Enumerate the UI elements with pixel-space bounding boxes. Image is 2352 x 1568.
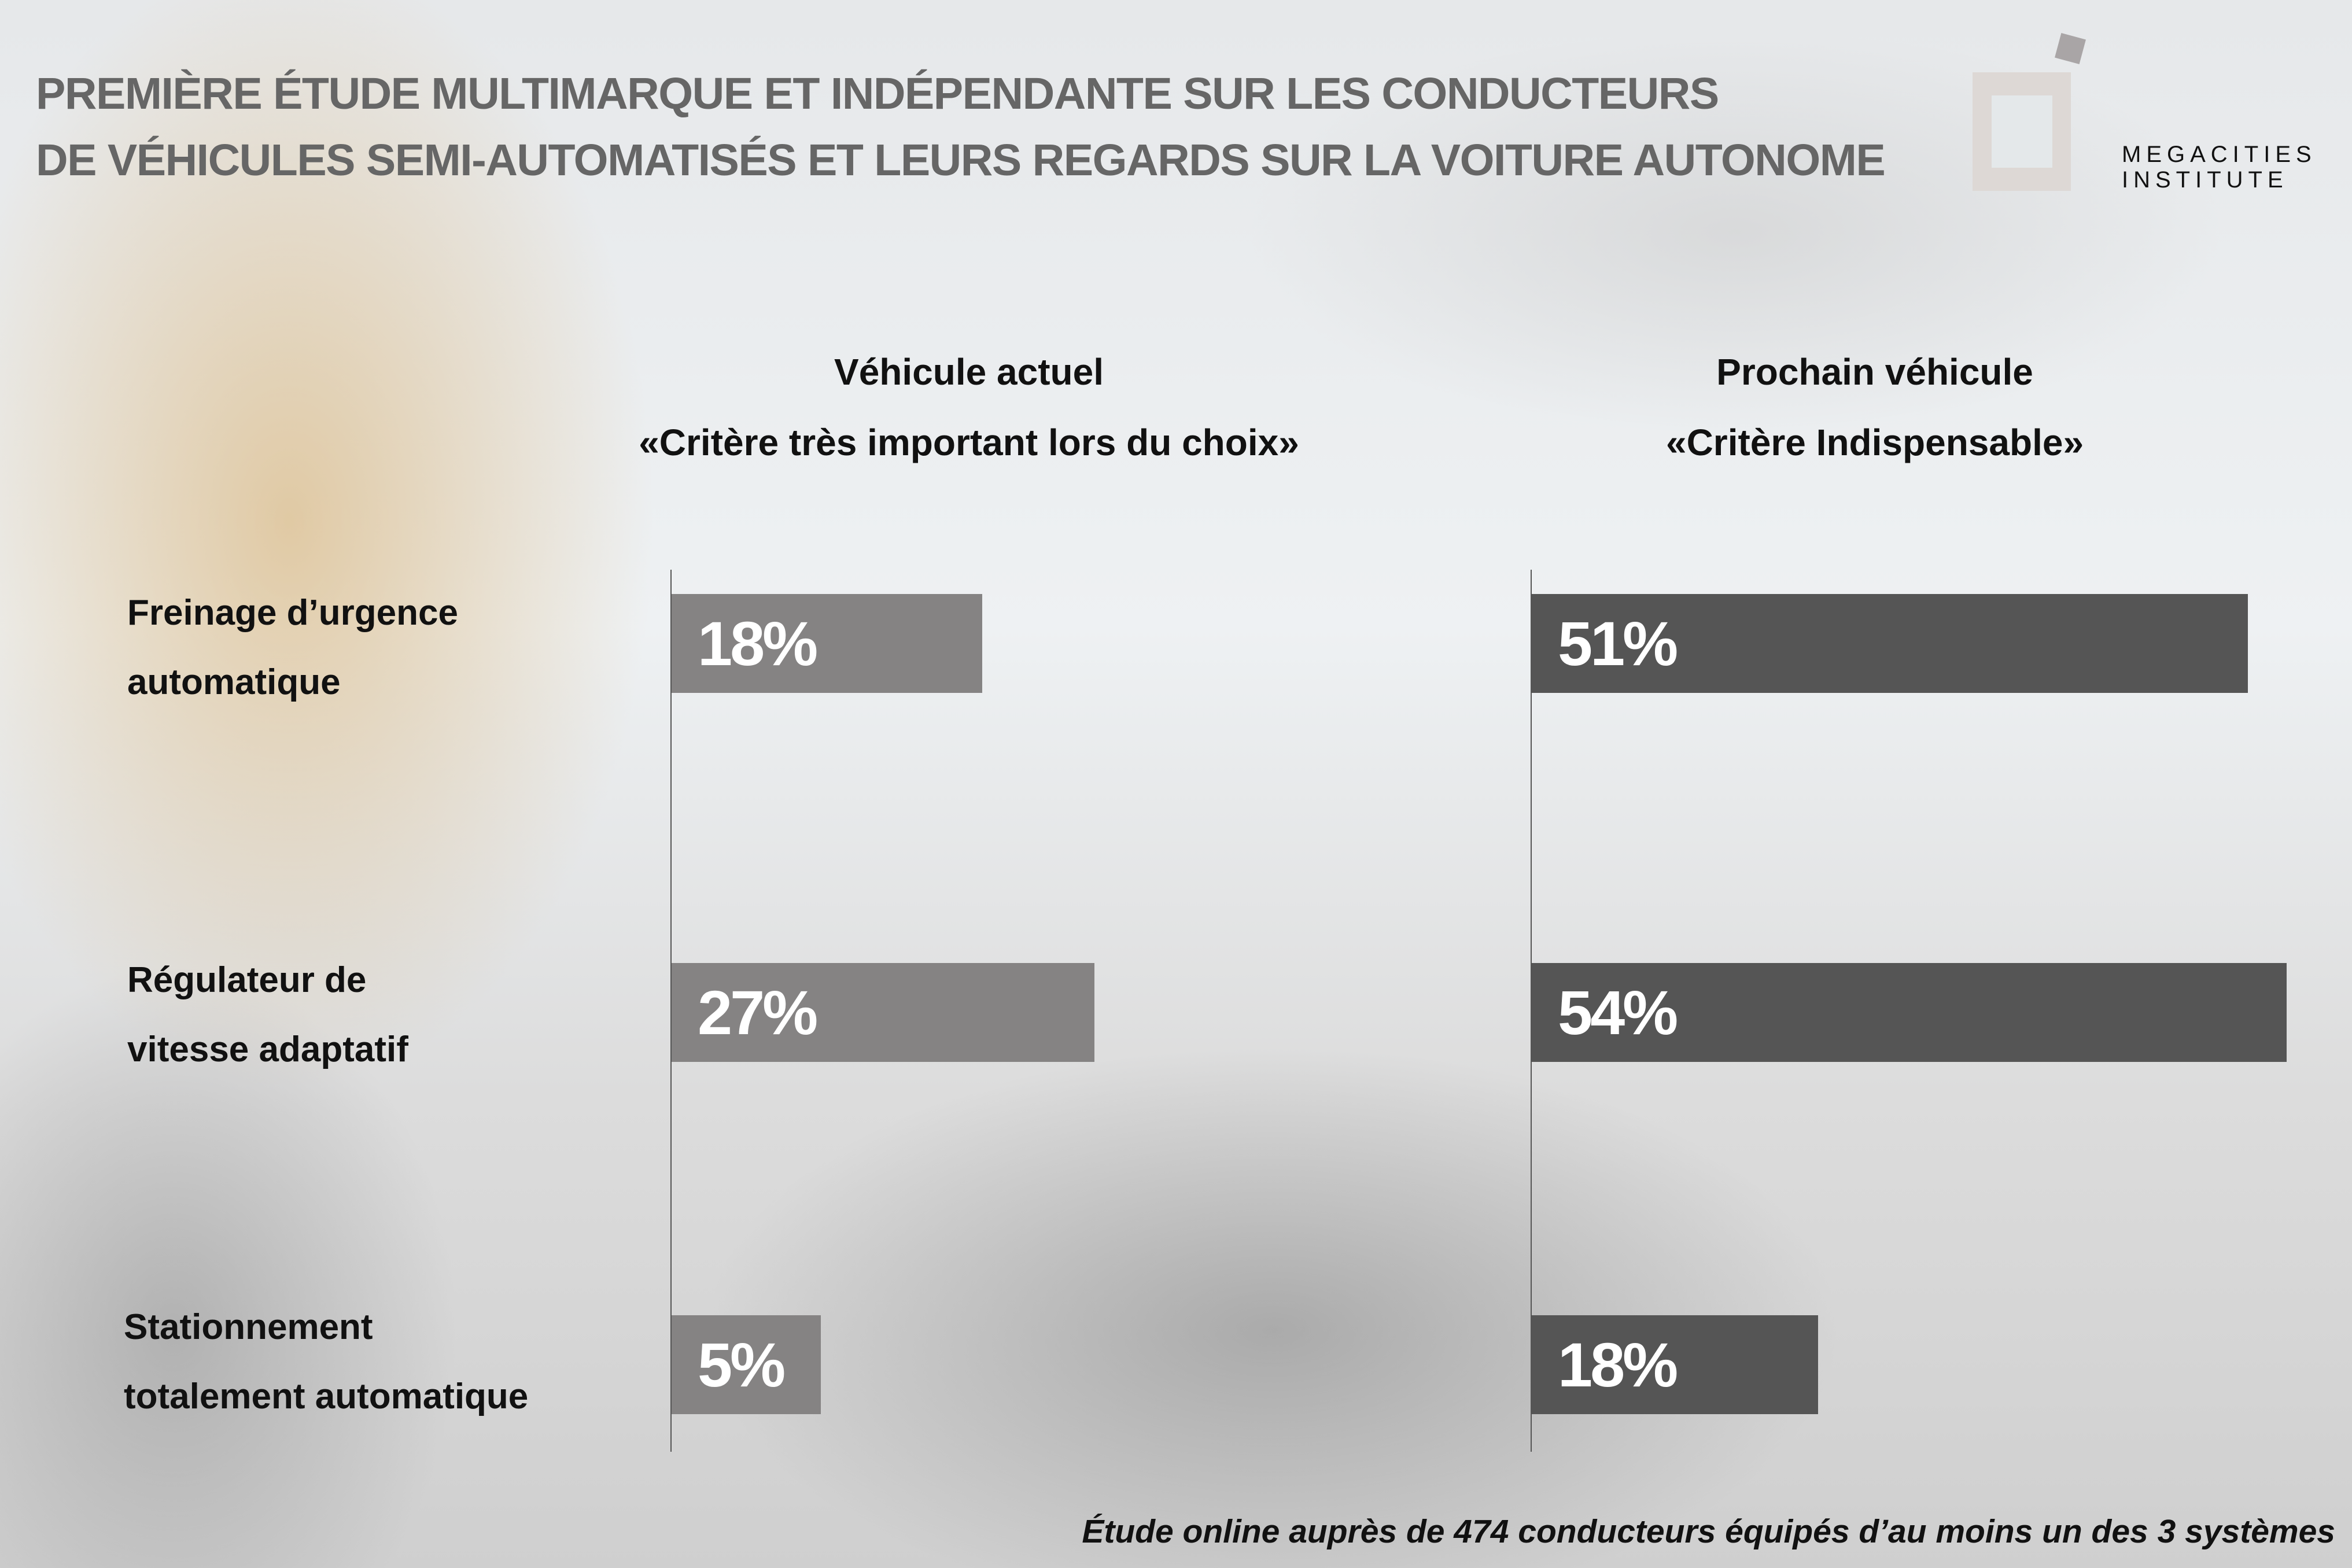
logo-line-1: MEGACITIES bbox=[2122, 142, 2317, 167]
page-title: PREMIÈRE ÉTUDE MULTIMARQUE ET INDÉPENDAN… bbox=[36, 61, 1886, 194]
bar-value-label: 54% bbox=[1558, 977, 1678, 1047]
column-header-current-subtitle: «Critère très important lors du choix» bbox=[639, 422, 1299, 463]
category-label-line: vitesse adaptatif bbox=[127, 1030, 408, 1069]
category-label-line: totalement automatique bbox=[124, 1377, 529, 1416]
footer-note: Étude online auprès de 474 conducteurs é… bbox=[1082, 1513, 2335, 1550]
category-label-emergency-braking: Freinage d’urgence automatique bbox=[127, 578, 458, 717]
bar-value-label: 5% bbox=[698, 1330, 786, 1400]
logo-dot bbox=[2055, 33, 2086, 64]
logo-line-2: INSTITUTE bbox=[2122, 167, 2288, 193]
category-label-adaptive-cruise: Régulateur de vitesse adaptatif bbox=[127, 946, 408, 1084]
bar-value-label: 51% bbox=[1558, 608, 1678, 678]
title-line-1: PREMIÈRE ÉTUDE MULTIMARQUE ET INDÉPENDAN… bbox=[36, 69, 1719, 119]
bar-next-2: 18% bbox=[1532, 1315, 1818, 1414]
logo-text: MEGACITIES INSTITUTE bbox=[2122, 142, 2317, 193]
column-header-current-title: Véhicule actuel bbox=[834, 351, 1104, 393]
category-label-auto-parking: Stationnement totalement automatique bbox=[124, 1293, 528, 1432]
category-label-line: Freinage d’urgence bbox=[127, 593, 458, 633]
bar-current-0: 18% bbox=[672, 594, 982, 693]
column-header-next: Prochain véhicule «Critère Indispensable… bbox=[1499, 337, 2251, 478]
title-line-2: DE VÉHICULES SEMI-AUTOMATISÉS ET LEURS R… bbox=[36, 135, 1886, 185]
category-label-line: Stationnement bbox=[124, 1307, 373, 1347]
bar-value-label: 18% bbox=[698, 608, 818, 678]
bar-current-1: 27% bbox=[672, 963, 1094, 1062]
axis-line-next bbox=[1531, 570, 1532, 1452]
category-label-line: automatique bbox=[127, 662, 341, 702]
column-header-next-title: Prochain véhicule bbox=[1716, 351, 2033, 393]
axis-line-current bbox=[670, 570, 672, 1452]
bar-value-label: 18% bbox=[1558, 1330, 1678, 1400]
bar-next-1: 54% bbox=[1532, 963, 2287, 1062]
column-header-next-subtitle: «Critère Indispensable» bbox=[1665, 422, 2084, 463]
category-label-line: Régulateur de bbox=[127, 960, 367, 1000]
bar-next-0: 51% bbox=[1532, 594, 2248, 693]
column-header-current: Véhicule actuel «Critère très important … bbox=[593, 337, 1345, 478]
bar-current-2: 5% bbox=[672, 1315, 821, 1414]
bar-value-label: 27% bbox=[698, 977, 818, 1047]
logo-square-inner bbox=[1992, 95, 2052, 168]
